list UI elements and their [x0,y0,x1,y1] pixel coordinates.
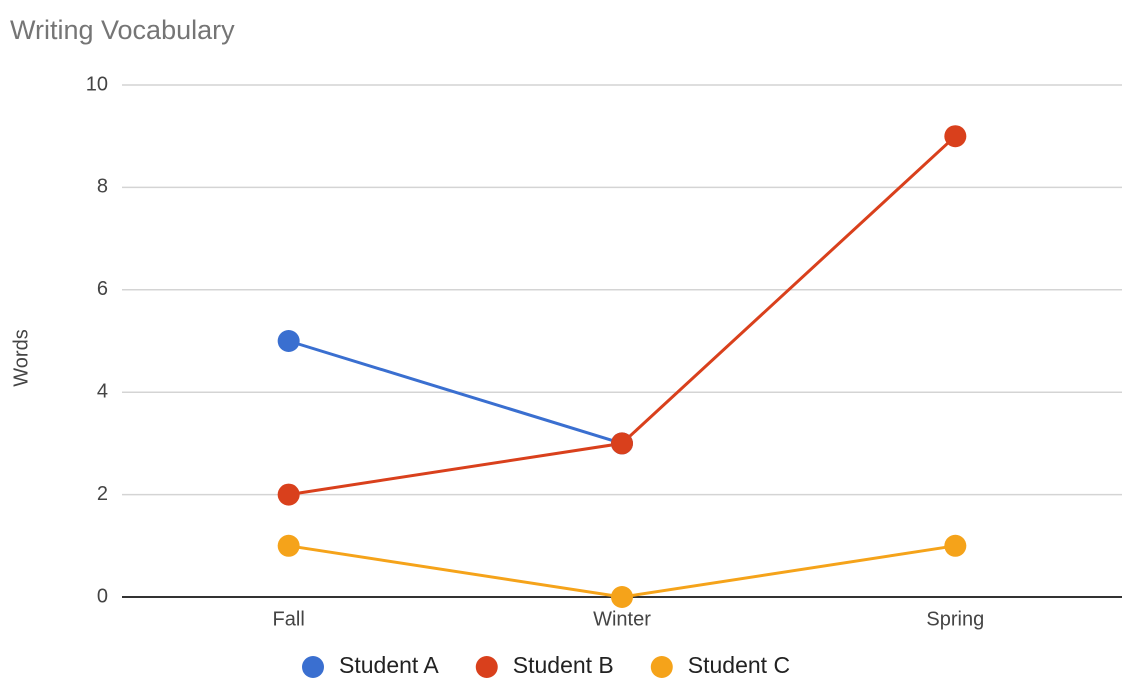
x-tick-label: Spring [926,608,984,630]
y-tick-label: 8 [97,176,108,198]
data-point [277,483,300,506]
y-axis-label: Words [10,329,32,386]
legend-label: Student C [688,652,790,678]
y-tick-label: 0 [97,585,108,607]
y-tick-label: 2 [97,483,108,505]
data-point [944,534,967,557]
chart-title: Writing Vocabulary [10,15,235,45]
legend-swatch [475,656,498,678]
data-point [277,534,300,557]
data-point [611,586,633,608]
y-tick-label: 6 [97,278,108,300]
data-point [277,330,300,352]
y-tick-label: 4 [97,380,108,402]
y-tick-label: 10 [86,73,108,95]
legend-swatch [302,656,324,678]
x-tick-label: Fall [273,608,305,630]
legend-swatch [650,656,673,678]
data-point [944,125,967,148]
legend-label: Student B [513,652,614,678]
series-line [288,339,623,445]
data-point [611,432,633,455]
x-tick-label: Winter [593,608,651,630]
legend-label: Student A [339,652,439,678]
